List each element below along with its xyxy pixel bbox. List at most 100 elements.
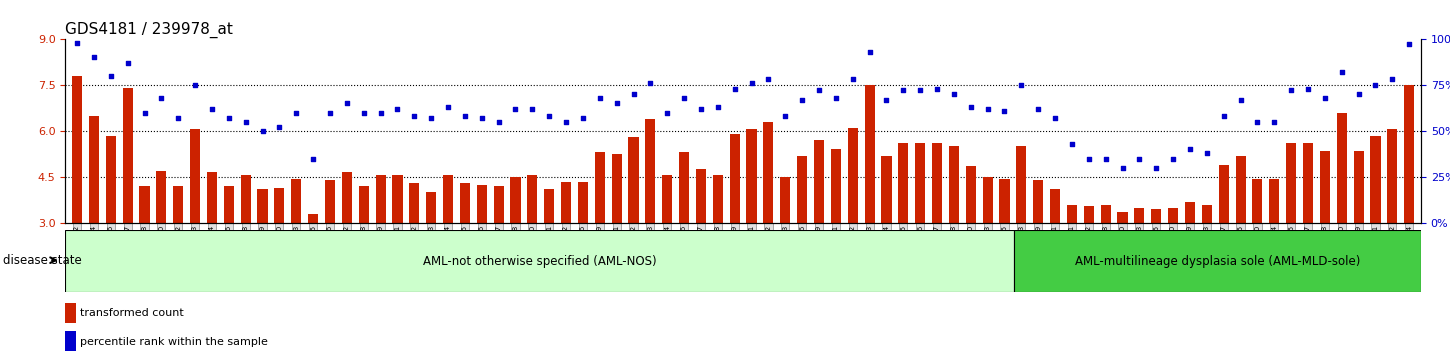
Point [99,73,122,79]
Bar [780,177,790,223]
Bar [307,214,318,223]
Point [386,106,409,112]
Point [1128,156,1151,161]
Point [1095,156,1118,161]
Bar [679,153,689,223]
Bar [1202,205,1212,223]
Point [419,115,442,121]
Bar [579,182,589,223]
Point [352,110,376,115]
Bar [88,116,99,223]
Bar [442,176,452,223]
Point [403,113,426,119]
Point [1077,156,1101,161]
Bar [1015,230,1421,292]
Point [251,128,274,134]
Bar [207,172,218,223]
Point [589,95,612,101]
Bar [1218,165,1228,223]
Point [605,101,628,106]
Bar [983,177,993,223]
Text: disease state: disease state [3,254,81,267]
Bar [157,171,167,223]
Bar [831,149,841,223]
Bar [190,130,200,223]
Point [268,125,291,130]
Bar [544,189,554,223]
Bar [932,143,942,223]
Point [554,119,577,125]
Bar [1404,85,1414,223]
Bar [1388,130,1398,223]
Point [436,104,460,110]
Bar [409,183,419,223]
Point [892,88,915,93]
Point [706,104,729,110]
Point [1398,42,1421,47]
Point [1144,165,1167,171]
Bar [477,185,487,223]
Point [673,95,696,101]
Text: AML-not otherwise specified (AML-NOS): AML-not otherwise specified (AML-NOS) [423,255,657,268]
Bar [123,88,133,223]
Bar [342,172,352,223]
Point [724,86,747,91]
Bar [510,177,521,223]
Bar [1304,143,1314,223]
Bar [106,136,116,223]
Point [487,119,510,125]
Bar [1067,205,1077,223]
Bar [594,153,605,223]
Bar [1101,205,1111,223]
Point [993,108,1016,114]
Point [65,40,88,45]
Point [1212,113,1235,119]
Point [1380,76,1404,82]
Point [824,95,847,101]
Point [622,91,645,97]
Bar [1269,178,1279,223]
Point [218,115,241,121]
Bar [713,176,724,223]
Point [521,106,544,112]
Point [1027,106,1050,112]
Bar [1253,178,1263,223]
Bar [65,331,75,351]
Bar [274,188,284,223]
Bar [561,182,571,223]
Bar [1185,201,1195,223]
Point [976,106,999,112]
Bar [729,134,740,223]
Bar [241,176,251,223]
Bar [645,119,655,223]
Bar [915,143,925,223]
Bar [393,176,403,223]
Point [200,106,223,112]
Point [505,106,528,112]
Bar [258,189,268,223]
Bar [173,186,183,223]
Bar [358,186,368,223]
Point [538,113,561,119]
Bar [426,192,436,223]
Bar [65,303,75,323]
Point [116,60,139,66]
Bar [1016,146,1027,223]
Point [335,101,358,106]
Point [184,82,207,88]
Point [1230,97,1253,103]
Point [571,115,594,121]
Point [790,97,813,103]
Point [1330,69,1353,75]
Bar [1370,136,1380,223]
Point [167,115,190,121]
Bar [72,76,83,223]
Bar [763,122,773,223]
Text: AML-multilineage dysplasia sole (AML-MLD-sole): AML-multilineage dysplasia sole (AML-MLD… [1074,255,1360,268]
Bar [663,176,673,223]
Point [1296,86,1320,91]
Bar [223,186,233,223]
Point [925,86,948,91]
Bar [882,155,892,223]
Bar [528,176,538,223]
